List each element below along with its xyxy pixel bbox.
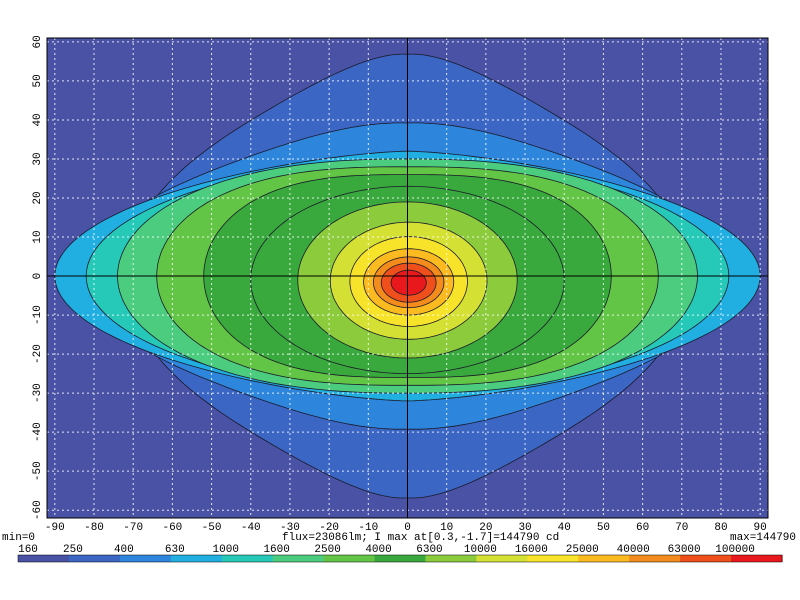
x-tick-label: 40 [558, 522, 571, 534]
y-tick-label: 10 [32, 230, 44, 243]
x-tick-label: -30 [280, 522, 300, 534]
colorbar-segment [272, 555, 325, 562]
isoline-level-15 [390, 269, 427, 296]
y-tick-label: 40 [32, 113, 44, 126]
y-tick-label: -60 [32, 500, 44, 520]
colorbar-tick-labels: 160 250 400 630 1000 1600 2500 4000 6300 10000 160… [0, 544, 800, 556]
y-tick-labels: 60 50 40 30 20 10 0 -10 -20 -30 -40 -50 -60 [32, 35, 44, 520]
colorbar-segment [425, 555, 477, 562]
x-tick-label: 0 [404, 522, 411, 534]
colorbar-segment [170, 555, 223, 562]
x-tick-label: 80 [714, 522, 727, 534]
colorbar-label: 25000 [565, 544, 599, 556]
x-tick-label: 50 [597, 522, 610, 534]
x-tick-label: 60 [636, 522, 649, 534]
y-tick-label: -40 [32, 422, 44, 442]
colorbar-label: 10000 [463, 544, 497, 556]
colorbar [17, 554, 783, 563]
y-tick-label: -30 [32, 383, 44, 403]
colorbar-segment [323, 555, 376, 562]
colorbar-label: 4000 [365, 544, 392, 556]
x-tick-label: -20 [319, 522, 339, 534]
colorbar-label: 400 [113, 544, 134, 556]
max-label: max=144790 [729, 532, 796, 544]
min-label: min=0 [2, 532, 36, 544]
colorbar-frame [17, 554, 783, 563]
colorbar-label: 40000 [616, 544, 650, 556]
colorbar-segment [680, 555, 732, 562]
y-tick-label: 50 [32, 74, 44, 87]
colorbar-segment [119, 555, 172, 562]
colorbar-segment [18, 555, 70, 562]
colorbar-segment [527, 555, 579, 562]
y-tick-label: 60 [32, 35, 44, 48]
colorbar-label: 63000 [667, 544, 701, 556]
x-tick-label: -40 [241, 522, 261, 534]
colorbar-label: 1000 [212, 544, 239, 556]
x-tick-label: -10 [358, 522, 378, 534]
x-tick-label: 20 [479, 522, 492, 534]
axis-lines [46, 37, 769, 519]
y-tick-label: -10 [32, 305, 44, 325]
x-tick-label: -90 [45, 522, 65, 534]
colorbar-segment [68, 555, 121, 562]
colorbar-label: 6300 [416, 544, 443, 556]
colorbar-segment [731, 555, 783, 562]
x-tick-label: 30 [518, 522, 531, 534]
y-tick-label: 0 [32, 273, 44, 280]
y-tick-label: -20 [32, 344, 44, 364]
colorbar-label: 2500 [314, 544, 341, 556]
x-tick-label: -60 [162, 522, 182, 534]
colorbar-segment [374, 555, 427, 562]
colorbar-segment [629, 555, 681, 562]
colorbar-label: 160 [18, 544, 38, 556]
x-tick-labels: -90 -80 -70 -60 -50 -40 -30 -20 -10 0 10 20 30 40 50 60… [45, 522, 767, 534]
plot-frame [46, 37, 769, 519]
x-tick-label: 90 [754, 522, 767, 534]
x-tick-label: 10 [440, 522, 453, 534]
colorbar-segment [221, 555, 274, 562]
y-tick-label: 30 [32, 152, 44, 165]
colorbar-label: 1600 [263, 544, 290, 556]
y-tick-label: -50 [32, 461, 44, 481]
y-tick-label: 20 [32, 191, 44, 204]
x-tick-label: -80 [84, 522, 104, 534]
flux-caption: flux=23086lm; I max at[0.3,-1.7]=144790 … [282, 532, 560, 544]
x-tick-label: -70 [123, 522, 143, 534]
colorbar-label: 630 [164, 544, 185, 556]
x-tick-label: -50 [202, 522, 222, 534]
x-tick-label: 70 [675, 522, 688, 534]
colorbar-segment [476, 555, 528, 562]
colorbar-label: 16000 [514, 544, 548, 556]
colorbar-segment [578, 555, 630, 562]
colorbar-label: 100000 [715, 544, 755, 556]
colorbar-label: 250 [63, 544, 83, 556]
